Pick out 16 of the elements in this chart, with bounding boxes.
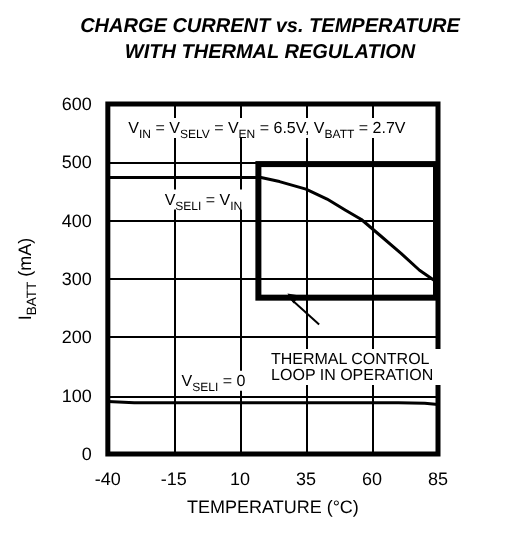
x-tick-label: 60 bbox=[361, 469, 382, 489]
x-tick-label: -40 bbox=[94, 469, 121, 489]
x-tick-label: 85 bbox=[427, 469, 449, 489]
y-tick-label: 500 bbox=[61, 152, 92, 173]
y-tick-label: 300 bbox=[61, 269, 92, 289]
annotation: THERMAL CONTROL LOOP IN OPERATION bbox=[270, 350, 434, 384]
y-tick-label: 600 bbox=[61, 94, 92, 114]
y-tick-label: 0 bbox=[81, 444, 92, 464]
y-tick-label: 100 bbox=[61, 385, 92, 406]
y-tick-label: 200 bbox=[61, 327, 92, 348]
chart-title: CHARGE CURRENT vs. TEMPERATURE WITH THERMAL REGULATION bbox=[80, 16, 461, 64]
x-tick-label: -15 bbox=[160, 469, 187, 489]
x-tick-label: 35 bbox=[295, 469, 316, 489]
x-tick-label: 10 bbox=[229, 469, 250, 489]
y-tick-label: 400 bbox=[61, 210, 92, 231]
x-axis-title: TEMPERATURE (°C) bbox=[186, 497, 359, 517]
